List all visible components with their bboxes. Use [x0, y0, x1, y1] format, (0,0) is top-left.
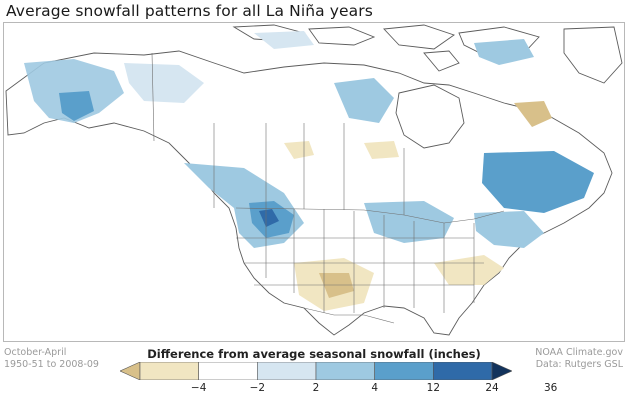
- snow-above-canada-islands: [254, 31, 314, 49]
- snow-below-mid-atlantic: [434, 255, 504, 285]
- map-title: Average snowfall patterns for all La Niñ…: [6, 2, 373, 20]
- legend-tick-label: −4: [190, 382, 207, 394]
- snow-below-manitoba: [364, 141, 399, 159]
- legend-swatch: [139, 362, 199, 380]
- snow-above-rockies-core: [259, 209, 279, 227]
- snow-above-great-lakes: [364, 201, 454, 243]
- legend-swatch: [315, 362, 375, 380]
- footnote-period: October-April 1950-51 to 2008-09: [4, 347, 99, 371]
- legend-tick-label: 4: [371, 382, 378, 394]
- legend-swatch: [374, 362, 434, 380]
- snow-below-labrador: [514, 101, 552, 127]
- snow-below-prairie: [284, 141, 314, 159]
- legend-tick-label: 2: [312, 382, 320, 394]
- snow-above-canada-central: [334, 78, 394, 123]
- legend-title: Difference from average seasonal snowfal…: [147, 347, 481, 361]
- footnote-years: 1950-51 to 2008-09: [4, 359, 99, 370]
- legend-tick-label: 12: [426, 382, 441, 394]
- snow-above-alaska-core: [59, 91, 94, 121]
- snowfall-map: [3, 22, 625, 342]
- snow-above-quebec: [482, 151, 594, 213]
- footnote-data-source: Data: Rutgers GSL: [535, 359, 623, 370]
- footnote-season: October-April: [4, 347, 67, 358]
- snowfall-anomaly-layer: [24, 31, 594, 311]
- legend-swatch: [198, 362, 258, 380]
- snow-above-alaska: [24, 59, 124, 123]
- legend-tick-label: −2: [249, 382, 266, 394]
- legend-swatch-min: [120, 362, 141, 380]
- legend-swatch-max: [491, 362, 512, 380]
- snow-below-southwest-core: [319, 273, 354, 298]
- legend-tick-label: 24: [485, 382, 499, 394]
- political-borders: [151, 52, 505, 324]
- legend-colorbar: [120, 362, 512, 380]
- legend-swatch: [257, 362, 317, 380]
- legend-swatch: [433, 362, 493, 380]
- footnote-credit: NOAA Climate.gov: [535, 347, 623, 358]
- legend-tick-label: 36: [543, 382, 558, 394]
- footnote-source: NOAA Climate.gov Data: Rutgers GSL: [535, 347, 623, 371]
- snow-above-canada-north: [124, 63, 204, 103]
- snow-above-baffin: [474, 39, 534, 65]
- snow-above-new-england: [474, 211, 544, 248]
